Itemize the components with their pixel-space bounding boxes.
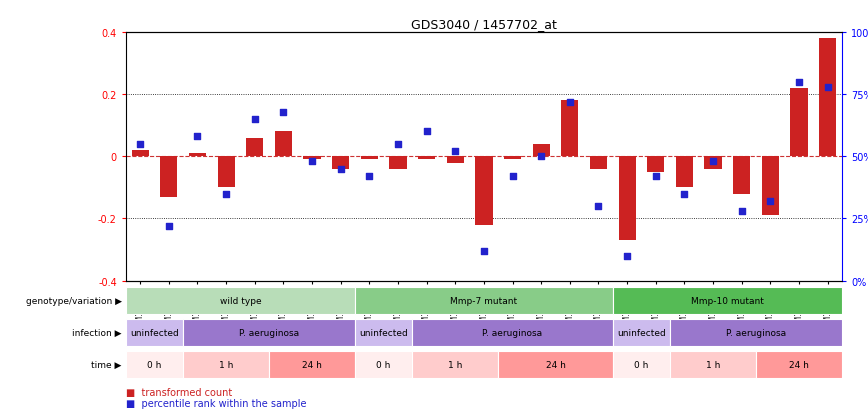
- Bar: [590, 157, 607, 169]
- Bar: [183, 351, 269, 378]
- Text: 1 h: 1 h: [706, 360, 720, 369]
- Point: [448, 149, 462, 155]
- Point: [648, 173, 663, 180]
- Point: [562, 99, 576, 106]
- Bar: [126, 351, 183, 378]
- Text: 24 h: 24 h: [789, 360, 809, 369]
- Bar: [275, 132, 292, 157]
- Text: uninfected: uninfected: [617, 328, 666, 337]
- Text: 0 h: 0 h: [377, 360, 391, 369]
- Point: [248, 116, 262, 123]
- Point: [707, 159, 720, 165]
- Bar: [132, 151, 148, 157]
- Text: P. aeruginosa: P. aeruginosa: [483, 328, 542, 337]
- Bar: [218, 157, 234, 188]
- Text: genotype/variation ▶: genotype/variation ▶: [25, 297, 122, 306]
- Title: GDS3040 / 1457702_at: GDS3040 / 1457702_at: [411, 17, 557, 31]
- Point: [620, 253, 634, 259]
- Bar: [648, 157, 664, 173]
- Point: [419, 129, 433, 135]
- Point: [190, 134, 204, 140]
- Bar: [613, 320, 670, 346]
- Bar: [562, 101, 578, 157]
- Bar: [819, 39, 836, 157]
- Bar: [791, 89, 807, 157]
- Text: 0 h: 0 h: [635, 360, 648, 369]
- Bar: [355, 351, 412, 378]
- Bar: [676, 157, 693, 188]
- Bar: [269, 351, 355, 378]
- Bar: [762, 157, 779, 216]
- Point: [505, 173, 519, 180]
- Point: [362, 173, 376, 180]
- Bar: [126, 320, 183, 346]
- Text: Mmp-7 mutant: Mmp-7 mutant: [450, 297, 517, 306]
- Text: 1 h: 1 h: [219, 360, 233, 369]
- Bar: [733, 157, 750, 194]
- Text: 0 h: 0 h: [148, 360, 161, 369]
- Text: uninfected: uninfected: [130, 328, 179, 337]
- Point: [792, 79, 806, 86]
- Bar: [504, 157, 521, 160]
- Text: P. aeruginosa: P. aeruginosa: [726, 328, 786, 337]
- Point: [276, 109, 290, 116]
- Text: uninfected: uninfected: [359, 328, 408, 337]
- Text: time ▶: time ▶: [91, 360, 122, 369]
- Text: ■  transformed count: ■ transformed count: [126, 387, 232, 397]
- Bar: [412, 320, 613, 346]
- Bar: [533, 145, 549, 157]
- Point: [534, 154, 549, 160]
- Bar: [447, 157, 464, 163]
- Bar: [390, 157, 406, 169]
- Bar: [189, 154, 206, 157]
- Bar: [161, 157, 177, 197]
- Bar: [355, 288, 613, 314]
- Point: [820, 84, 834, 91]
- Bar: [613, 351, 670, 378]
- Bar: [619, 157, 635, 240]
- Point: [477, 248, 491, 254]
- Bar: [412, 351, 498, 378]
- Text: 24 h: 24 h: [302, 360, 322, 369]
- Bar: [670, 351, 756, 378]
- Point: [133, 141, 147, 148]
- Bar: [247, 138, 263, 157]
- Bar: [756, 351, 842, 378]
- Text: 24 h: 24 h: [546, 360, 565, 369]
- Text: Mmp-10 mutant: Mmp-10 mutant: [691, 297, 764, 306]
- Point: [677, 191, 691, 197]
- Bar: [705, 157, 721, 169]
- Point: [764, 198, 778, 205]
- Text: ■  percentile rank within the sample: ■ percentile rank within the sample: [126, 399, 306, 408]
- Bar: [361, 157, 378, 160]
- Bar: [418, 157, 435, 160]
- Text: P. aeruginosa: P. aeruginosa: [239, 328, 299, 337]
- Point: [391, 141, 404, 148]
- Text: wild type: wild type: [220, 297, 261, 306]
- Point: [734, 208, 748, 215]
- Bar: [498, 351, 613, 378]
- Bar: [304, 157, 320, 160]
- Point: [333, 166, 347, 173]
- Text: infection ▶: infection ▶: [72, 328, 122, 337]
- Bar: [332, 157, 349, 169]
- Point: [592, 203, 606, 210]
- Text: 1 h: 1 h: [448, 360, 463, 369]
- Bar: [355, 320, 412, 346]
- Bar: [670, 320, 842, 346]
- Point: [219, 191, 233, 197]
- Point: [305, 159, 319, 165]
- Bar: [476, 157, 492, 225]
- Point: [161, 223, 175, 230]
- Bar: [613, 288, 842, 314]
- Bar: [126, 288, 355, 314]
- Bar: [183, 320, 355, 346]
